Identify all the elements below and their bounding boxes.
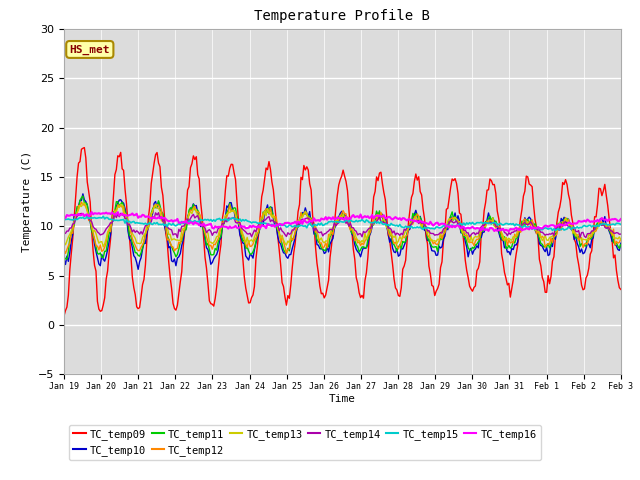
TC_temp10 [616,248,623,253]
TC_temp10 [134,266,142,272]
TC_temp09 [79,145,87,151]
TC_temp15 [617,222,625,228]
TC_temp11 [348,230,356,236]
TC_temp13 [617,237,625,242]
TC_temp14 [60,230,68,236]
TC_temp15 [97,215,104,221]
TC_temp16 [60,216,68,221]
TC_temp11 [614,243,621,249]
TC_temp16 [88,209,95,215]
TC_temp14 [616,231,623,237]
TC_temp15 [99,214,107,219]
TC_temp13 [349,228,357,234]
Y-axis label: Temperature (C): Temperature (C) [22,151,33,252]
TC_temp15 [348,218,356,224]
Line: TC_temp14: TC_temp14 [64,213,621,238]
TC_temp12 [460,232,468,238]
TC_temp15 [541,225,549,231]
TC_temp09 [458,225,466,231]
TC_temp15 [60,218,68,224]
TC_temp10 [349,233,357,239]
TC_temp14 [79,211,87,217]
TC_temp11 [81,200,88,206]
TC_temp14 [173,235,181,240]
TC_temp12 [349,230,357,236]
TC_temp11 [541,244,549,250]
Line: TC_temp09: TC_temp09 [64,147,621,316]
TC_temp16 [79,211,87,216]
TC_temp16 [616,218,623,224]
Text: HS_met: HS_met [70,44,110,55]
TC_temp11 [60,257,68,263]
TC_temp10 [79,191,87,197]
TC_temp13 [543,237,550,243]
TC_temp09 [541,289,549,295]
TC_temp10 [81,197,88,203]
TC_temp09 [98,308,106,313]
TC_temp09 [81,144,88,150]
TC_temp16 [98,211,106,216]
TC_temp10 [98,252,106,257]
TC_temp16 [505,228,513,234]
TC_temp09 [348,228,356,233]
TC_temp12 [81,202,88,207]
TC_temp15 [458,222,466,228]
TC_temp12 [283,251,291,257]
TC_temp16 [617,216,625,222]
TC_temp12 [543,242,550,248]
Title: Temperature Profile B: Temperature Profile B [255,10,430,24]
TC_temp16 [458,224,466,229]
TC_temp16 [348,214,356,219]
TC_temp12 [60,247,68,253]
TC_temp11 [98,254,106,260]
TC_temp10 [617,240,625,246]
TC_temp14 [349,225,357,230]
TC_temp14 [617,231,625,237]
TC_temp14 [460,228,468,233]
TC_temp13 [81,200,88,206]
TC_temp11 [617,242,625,248]
TC_temp14 [543,231,550,237]
TC_temp16 [543,223,550,229]
TC_temp15 [548,228,556,233]
Line: TC_temp16: TC_temp16 [64,212,621,231]
TC_temp10 [60,256,68,262]
TC_temp14 [155,210,163,216]
TC_temp13 [60,240,68,245]
TC_temp15 [79,215,87,220]
Line: TC_temp15: TC_temp15 [64,216,621,230]
TC_temp09 [60,313,68,319]
TC_temp12 [77,199,85,205]
TC_temp15 [616,221,623,227]
TC_temp13 [99,244,107,250]
TC_temp12 [616,240,623,245]
TC_temp13 [98,239,106,244]
TC_temp10 [543,244,550,250]
TC_temp13 [79,201,87,206]
TC_temp12 [617,236,625,242]
TC_temp13 [460,228,468,234]
Line: TC_temp13: TC_temp13 [64,203,621,247]
TC_temp12 [98,249,106,254]
TC_temp14 [97,232,104,238]
TC_temp09 [614,277,621,283]
TC_temp13 [616,234,623,240]
Line: TC_temp12: TC_temp12 [64,202,621,254]
TC_temp09 [617,287,625,292]
X-axis label: Time: Time [329,394,356,404]
TC_temp11 [79,193,87,199]
Line: TC_temp10: TC_temp10 [64,194,621,269]
TC_temp11 [458,230,466,236]
Line: TC_temp11: TC_temp11 [64,196,621,260]
TC_temp10 [460,230,468,236]
Legend: TC_temp09, TC_temp10, TC_temp11, TC_temp12, TC_temp13, TC_temp14, TC_temp15, TC_: TC_temp09, TC_temp10, TC_temp11, TC_temp… [69,424,541,460]
